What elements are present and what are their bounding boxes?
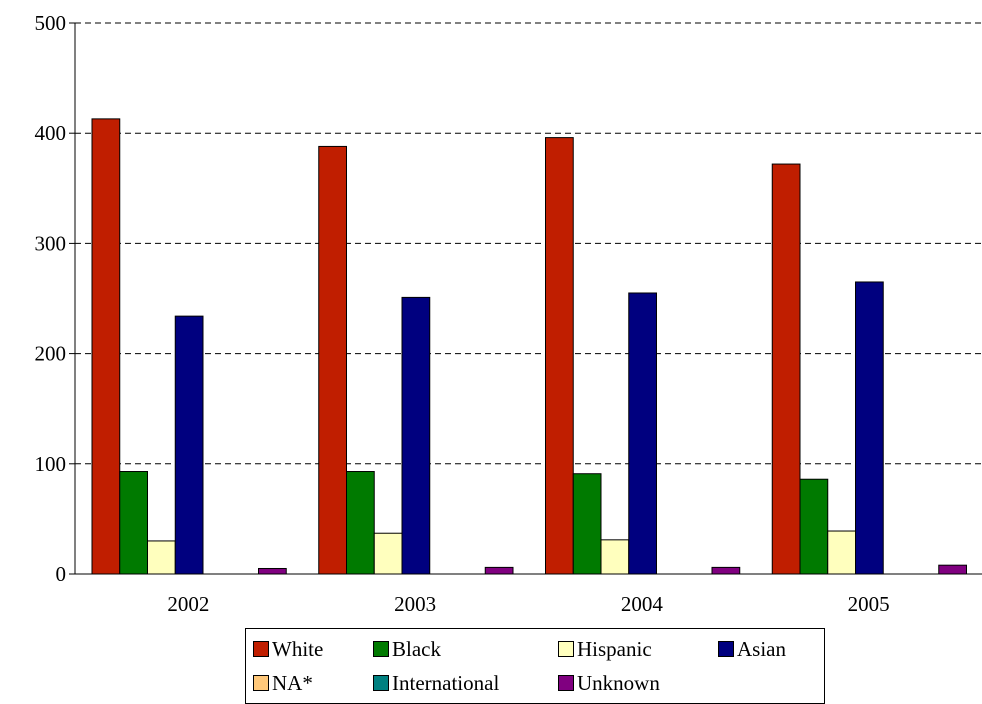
- legend-label: White: [272, 636, 324, 661]
- y-tick-label: 400: [35, 121, 67, 145]
- bar-asian-2004: [628, 292, 657, 575]
- bar-black-2005: [799, 478, 829, 575]
- y-tick-labels: 0 100 200 300 400 500: [35, 11, 67, 586]
- bar-black-2002: [119, 471, 148, 575]
- legend-label: International: [392, 670, 500, 695]
- bar-asian-2003: [401, 296, 431, 575]
- x-tick-label: 2004: [621, 592, 664, 616]
- axes: [69, 22, 982, 575]
- y-tick-label: 200: [35, 342, 67, 366]
- legend-swatch: [558, 675, 574, 691]
- bar-black-2004: [572, 473, 602, 575]
- legend-swatch: [558, 641, 574, 657]
- legend-item-na: NA*: [253, 669, 313, 697]
- bar-white-2002: [91, 118, 121, 575]
- bar-black-2003: [346, 471, 375, 575]
- bar-unknown-2002: [258, 567, 287, 575]
- x-tick-labels: 2002 2003 2004 2005: [167, 592, 889, 616]
- x-tick-label: 2002: [167, 592, 209, 616]
- bar-asian-2005: [855, 281, 884, 575]
- legend: White Black Hispanic Asian NA* International U…: [245, 628, 825, 704]
- legend-swatch: [253, 641, 269, 657]
- bar-hispanic-2005: [827, 530, 856, 575]
- bar-asian-2002: [174, 315, 204, 575]
- bar-white-2003: [318, 145, 347, 575]
- x-tick-label: 2005: [848, 592, 890, 616]
- legend-item-unknown: Unknown: [558, 669, 660, 697]
- legend-item-hispanic: Hispanic: [558, 635, 652, 663]
- bar-hispanic-2003: [373, 532, 403, 575]
- bar-unknown-2005: [938, 564, 967, 575]
- y-tick-label: 100: [35, 452, 67, 476]
- legend-item-black: Black: [373, 635, 441, 663]
- legend-label: Asian: [737, 636, 786, 661]
- bar-white-2005: [771, 163, 801, 575]
- legend-swatch: [373, 641, 389, 657]
- y-tick-label: 300: [35, 231, 67, 255]
- x-tick-label: 2003: [394, 592, 436, 616]
- y-tick-label: 0: [56, 562, 67, 586]
- bar-hispanic-2002: [147, 540, 176, 575]
- legend-label: NA*: [272, 670, 313, 695]
- legend-swatch: [373, 675, 389, 691]
- legend-swatch: [253, 675, 269, 691]
- legend-swatch: [718, 641, 734, 657]
- bars: [91, 118, 967, 575]
- legend-label: Hispanic: [577, 636, 652, 661]
- legend-item-international: International: [373, 669, 499, 697]
- y-tick-label: 500: [35, 11, 67, 35]
- legend-item-asian: Asian: [718, 635, 786, 663]
- legend-item-white: White: [253, 635, 323, 663]
- bar-unknown-2004: [711, 566, 741, 575]
- bar-white-2004: [545, 137, 574, 575]
- bar-unknown-2003: [484, 566, 514, 575]
- gridlines: [75, 22, 982, 465]
- legend-label: Black: [392, 636, 441, 661]
- legend-label: Unknown: [577, 670, 660, 695]
- bar-hispanic-2004: [600, 539, 630, 575]
